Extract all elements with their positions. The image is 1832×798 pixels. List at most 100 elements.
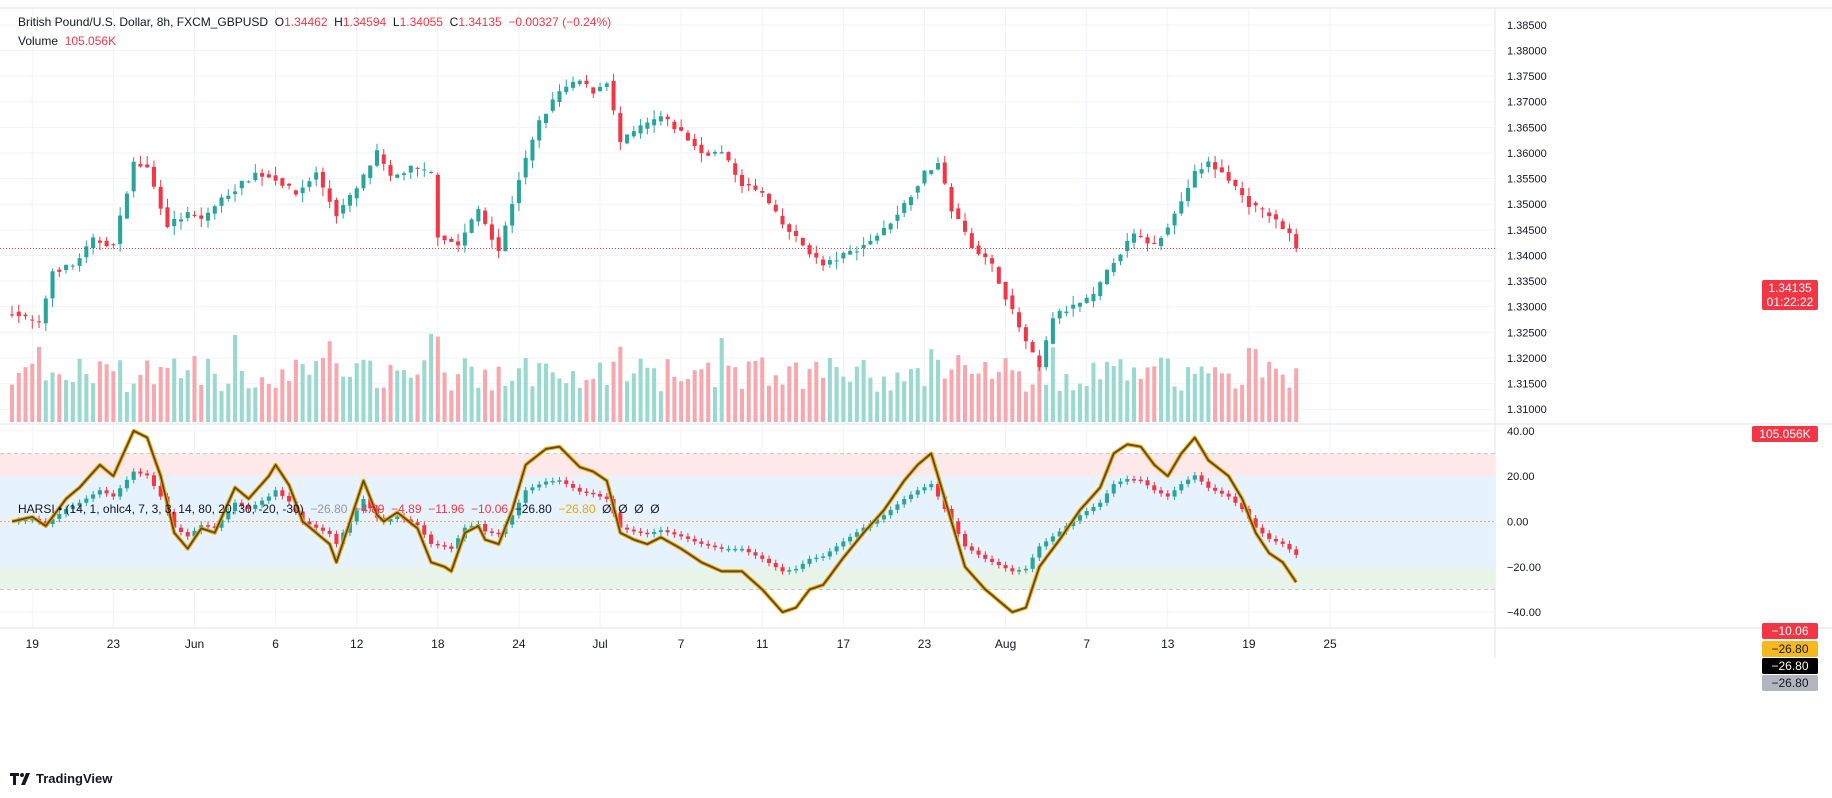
candle-body-165 [1125, 240, 1130, 252]
volume-bar-143 [976, 373, 981, 422]
candle-body-35 [246, 181, 251, 183]
candle-75 [516, 171, 521, 212]
candle-body-12 [91, 237, 96, 249]
candle-body-65 [449, 238, 454, 242]
harsi-candle-111 [760, 552, 765, 563]
candle-170 [1159, 235, 1164, 251]
harsi-body-61 [422, 525, 427, 535]
harsi-candle-159 [1084, 507, 1089, 519]
volume-bar-187 [1273, 368, 1278, 422]
candle-133 [908, 194, 913, 211]
volume-bars [9, 333, 1299, 422]
volume-bar-24 [172, 358, 177, 422]
time-tick-14: 13 [1161, 637, 1175, 651]
volume-bar-145 [990, 378, 995, 422]
volume-bar-71 [489, 390, 494, 422]
candle-21 [151, 160, 156, 190]
volume-bar-184 [1253, 349, 1258, 422]
candle-116 [794, 224, 799, 243]
candle-body-152 [1037, 355, 1042, 368]
harsi-candle-13 [97, 486, 102, 498]
price-tick-0: 1.38500 [1507, 20, 1547, 32]
candle-9 [70, 264, 75, 270]
candle-52 [361, 173, 366, 192]
volume-bar-180 [1226, 373, 1231, 422]
harsi-body-135 [922, 487, 927, 491]
volume-bar-150 [1023, 391, 1028, 422]
tradingview-logo[interactable]: TradingView [10, 771, 112, 786]
harsi-candle-20 [145, 470, 150, 479]
volume-bar-112 [766, 385, 772, 422]
candle-177 [1206, 156, 1211, 173]
candle-body-24 [172, 218, 177, 227]
candle-156 [1064, 305, 1069, 317]
harsi-body-10 [77, 502, 82, 506]
harsi-candle-170 [1159, 486, 1164, 497]
candle-57 [395, 173, 400, 179]
candle-body-153 [1044, 340, 1049, 368]
price-tick-6: 1.35500 [1507, 174, 1547, 186]
candle-105 [719, 145, 724, 154]
time-tick-7: Jul [592, 637, 607, 651]
harsi-candle-162 [1104, 490, 1110, 507]
volume-bar-31 [219, 391, 224, 422]
harsi-candle-136 [929, 480, 934, 491]
harsi-candle-34 [239, 499, 244, 510]
volume-bar-115 [787, 366, 792, 422]
candle-body-103 [706, 152, 711, 156]
volume-bar-185 [1260, 377, 1265, 422]
candle-body-63 [435, 174, 440, 238]
harsi-body-124 [848, 536, 853, 542]
symbol-title: British Pound/U.S. Dollar, 8h, FXCM_GBPU… [18, 15, 269, 29]
volume-bar-96 [658, 391, 663, 422]
harsi-candle-152 [1037, 543, 1042, 562]
harsi-candle-143 [976, 547, 981, 559]
volume-bar-53 [368, 360, 373, 422]
candle-158 [1077, 301, 1082, 313]
candle-157 [1071, 295, 1076, 317]
candle-body-173 [1179, 201, 1184, 214]
candle-30 [212, 204, 217, 220]
candle-body-86 [591, 87, 596, 94]
volume-bar-30 [212, 373, 217, 422]
harsi-candle-81 [557, 476, 562, 485]
candle-body-123 [841, 253, 846, 259]
candle-165 [1125, 233, 1130, 258]
harsi-body-29 [205, 525, 211, 527]
candle-body-2 [23, 314, 28, 317]
harsi-body-52 [361, 499, 366, 511]
harsi-body-184 [1253, 518, 1258, 528]
candle-110 [753, 178, 758, 192]
harsi-body-143 [976, 550, 981, 555]
volume-bar-142 [969, 373, 974, 422]
candle-body-119 [814, 252, 819, 258]
volume-bar-10 [77, 358, 82, 422]
harsi-label-b: −26.80 [1762, 641, 1818, 657]
harsi-body-105 [719, 547, 724, 549]
candle-body-84 [577, 80, 582, 85]
volume-bar-111 [760, 357, 765, 422]
volume-bar-34 [239, 370, 244, 422]
harsi-legend[interactable]: HARSI • (14, 1, ohlc4, 7, 3, 3, 14, 80, … [18, 501, 660, 517]
harsi-body-170 [1159, 490, 1164, 494]
candle-body-127 [868, 240, 873, 245]
harsi-candle-71 [489, 528, 494, 537]
harsi-candle-99 [679, 530, 684, 540]
volume-bar-159 [1084, 385, 1089, 422]
harsi-body-188 [1280, 541, 1285, 544]
harsi-body-25 [178, 527, 184, 533]
harsi-candle-16 [118, 484, 123, 500]
open-value: 1.34462 [284, 15, 328, 29]
candle-body-137 [935, 163, 941, 170]
volume-bar-148 [1010, 370, 1015, 422]
candle-body-61 [422, 169, 427, 171]
candle-167 [1138, 229, 1143, 238]
volume-bar-109 [746, 361, 751, 422]
harsi-candle-178 [1213, 484, 1218, 495]
volume-bar-21 [151, 384, 156, 422]
harsi-candle-9 [70, 502, 75, 513]
candle-body-129 [881, 227, 886, 236]
candle-body-132 [902, 202, 907, 213]
harsi-body-174 [1186, 479, 1191, 485]
